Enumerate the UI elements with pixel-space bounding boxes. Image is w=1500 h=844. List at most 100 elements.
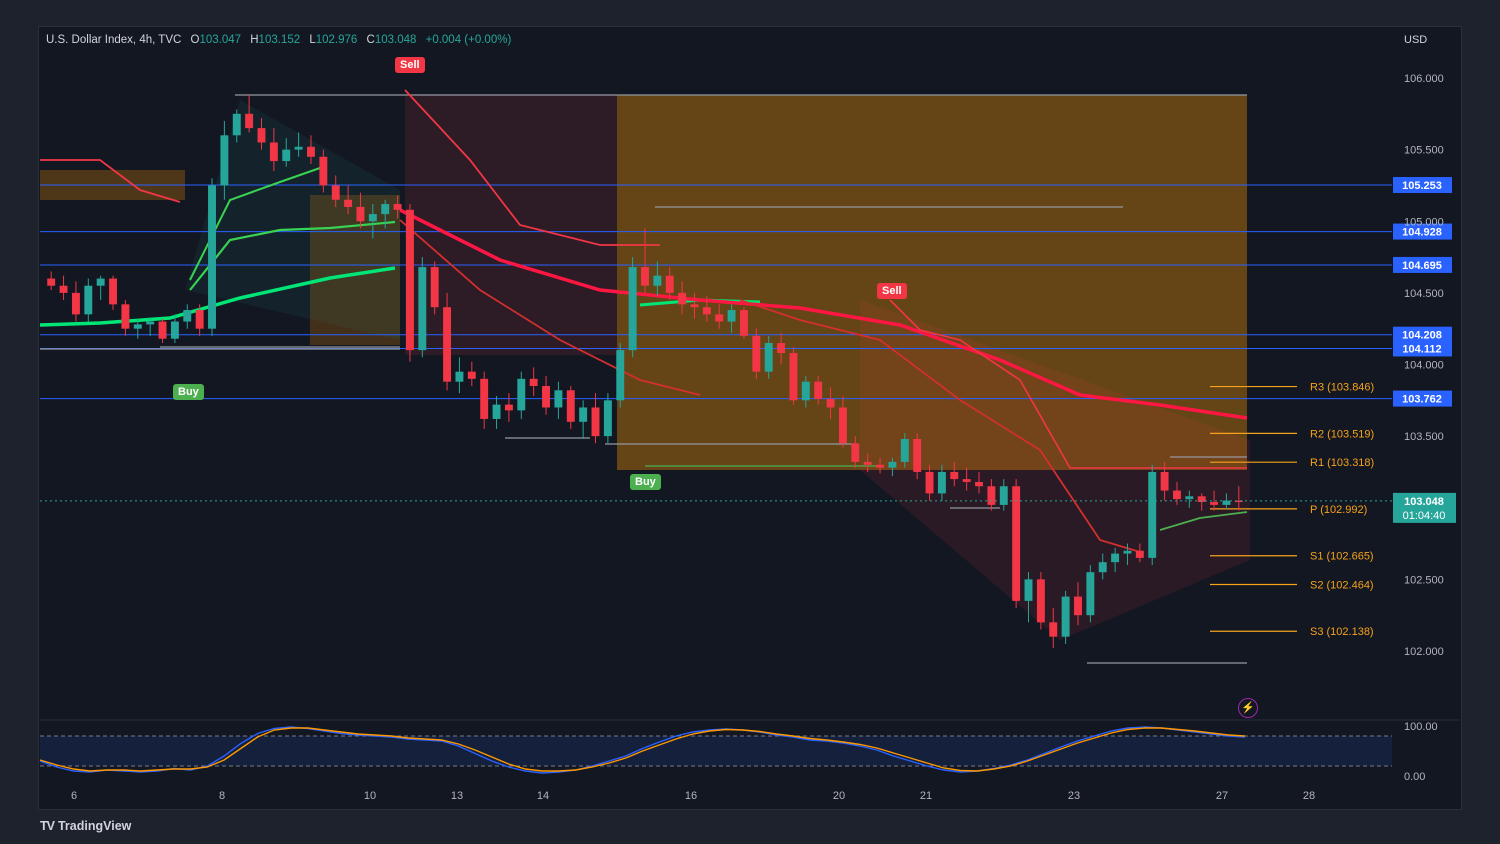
candle-body	[96, 278, 105, 286]
pivot-label: S2 (102.464)	[1310, 580, 1374, 592]
red-moving-average	[889, 299, 1247, 469]
candle-body	[1061, 596, 1070, 637]
sell-signal-badge: Sell	[395, 57, 425, 73]
red-moving-average	[40, 159, 181, 203]
candle-body	[504, 404, 513, 411]
level-price-label: 104.208	[1402, 330, 1442, 342]
candle-body	[603, 400, 612, 437]
price-tick: 103.500	[1404, 431, 1444, 443]
candle-body	[158, 321, 167, 339]
candle-body	[579, 407, 588, 422]
candle-body	[925, 471, 934, 494]
time-tick: 23	[1068, 790, 1080, 802]
candle-body	[801, 381, 810, 401]
tradingview-logo[interactable]: TV TradingView	[40, 819, 131, 833]
buy-signal-badge: Buy	[173, 384, 204, 400]
candle-body	[777, 343, 786, 354]
alert-flash-icon[interactable]: ⚡	[1238, 698, 1258, 718]
green-moving-average	[189, 220, 396, 291]
low-label: L	[309, 34, 316, 46]
candle-body	[331, 185, 340, 200]
candle-body	[900, 438, 909, 462]
time-tick: 14	[537, 790, 549, 802]
oscillator-tick: 0.00	[1404, 771, 1425, 783]
symbol-title: U.S. Dollar Index, 4h, TVC	[46, 34, 182, 46]
candle-body	[1210, 502, 1219, 505]
candle-body	[542, 385, 550, 408]
candle-body	[282, 149, 291, 162]
candle-body	[1111, 553, 1120, 563]
candle-body	[393, 204, 402, 210]
time-tick: 27	[1216, 790, 1228, 802]
candle-body	[1086, 572, 1095, 616]
pivot-label: R3 (103.846)	[1310, 382, 1374, 394]
candle-body	[876, 464, 885, 468]
candle-body	[195, 310, 204, 329]
candle-body	[245, 113, 254, 129]
price-tick: 104.000	[1404, 360, 1444, 372]
candle-body	[851, 443, 860, 462]
green-moving-average	[1159, 511, 1248, 531]
candle-body	[220, 135, 229, 186]
level-price-label: 104.928	[1402, 227, 1442, 239]
candle-body	[752, 335, 761, 372]
candle-body	[1173, 490, 1181, 500]
candle-body	[307, 146, 315, 157]
candle-body	[467, 371, 476, 379]
bar-countdown: 01:04:40	[1403, 510, 1446, 522]
price-tick: 105.500	[1404, 145, 1444, 157]
candle-body	[1135, 550, 1144, 558]
candle-body	[566, 390, 575, 422]
candle-body	[455, 371, 464, 382]
candle-body	[356, 206, 365, 222]
candle-body	[814, 381, 823, 399]
candle-body	[1148, 471, 1157, 558]
close-value: 103.048	[374, 34, 417, 46]
sell-signal-badge: Sell	[877, 283, 907, 299]
level-price-tag	[1393, 340, 1452, 357]
supply-zone	[617, 95, 1247, 470]
candle-body	[838, 407, 847, 444]
level-price-tag	[1393, 223, 1452, 240]
level-price-tag	[1393, 390, 1452, 407]
low-value: 102.976	[315, 34, 358, 46]
candle-body	[665, 275, 674, 293]
symbol-header: U.S. Dollar Index, 4h, TVC O103.047 H103…	[46, 34, 511, 46]
current-price-label: 103.048	[1404, 496, 1444, 508]
level-price-tag	[1393, 326, 1452, 343]
candle-body	[690, 304, 699, 308]
candle-body	[170, 321, 179, 339]
change-value: +0.004 (+0.00%)	[425, 34, 512, 46]
candle-body	[678, 292, 687, 305]
price-tick: 104.500	[1404, 288, 1444, 300]
candle-body	[1024, 579, 1033, 601]
candle-body	[59, 285, 68, 293]
candle-body	[517, 378, 526, 411]
price-tick: 102.000	[1404, 646, 1444, 658]
bear-cloud	[405, 95, 617, 355]
time-tick: 21	[920, 790, 932, 802]
open-label: O	[190, 34, 200, 46]
candle-body	[405, 209, 414, 351]
candle-body	[999, 486, 1008, 505]
candle-body	[1234, 500, 1243, 503]
candle-body	[84, 285, 93, 315]
current-price-tag	[1393, 492, 1456, 523]
time-tick: 16	[685, 790, 697, 802]
candle-body	[962, 479, 971, 482]
green-moving-average	[39, 266, 396, 327]
candle-body	[789, 353, 798, 401]
candle-body	[1036, 579, 1045, 623]
bull-cloud	[185, 100, 400, 340]
pivot-label: R1 (103.318)	[1310, 457, 1374, 469]
time-tick: 8	[219, 790, 225, 802]
candle-body	[232, 113, 241, 136]
close-label: C	[366, 34, 375, 46]
candle-body	[727, 310, 736, 322]
price-tick: 102.500	[1404, 574, 1444, 586]
red-moving-average	[739, 299, 1141, 553]
level-price-label: 104.112	[1402, 343, 1441, 355]
pivot-label: P (102.992)	[1310, 504, 1367, 516]
candle-body	[430, 267, 439, 308]
